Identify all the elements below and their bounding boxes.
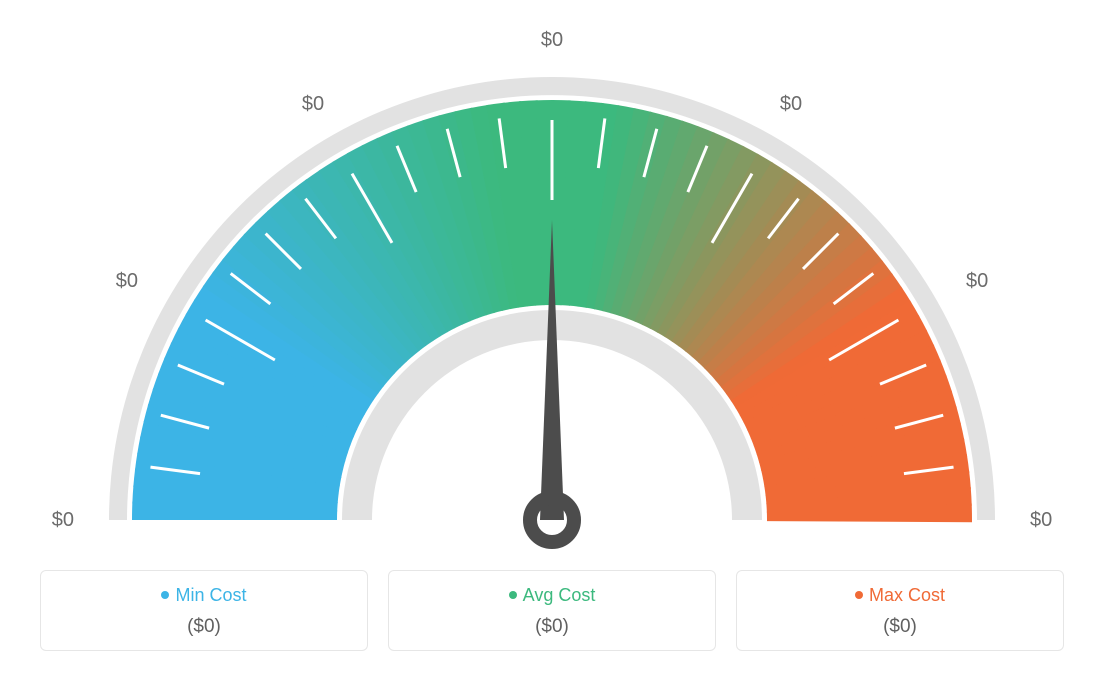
legend-value: ($0) — [745, 616, 1055, 638]
legend-dot-icon — [161, 591, 169, 599]
legend-title: Min Cost — [49, 585, 359, 606]
legend-title: Avg Cost — [397, 585, 707, 606]
legend-dot-icon — [855, 591, 863, 599]
gauge-tick-label: $0 — [116, 270, 138, 292]
legend-row: Min Cost ($0) Avg Cost ($0) Max Cost ($0) — [40, 570, 1064, 651]
legend-card: Avg Cost ($0) — [388, 570, 716, 651]
legend-card: Min Cost ($0) — [40, 570, 368, 651]
legend-title: Max Cost — [745, 585, 1055, 606]
gauge-svg: $0 $0 $0 $0 $0 $0 $0 — [0, 0, 1104, 560]
gauge-tick-label: $0 — [52, 509, 74, 531]
legend-card: Max Cost ($0) — [736, 570, 1064, 651]
gauge-tick-label: $0 — [966, 270, 988, 292]
gauge-area: $0 $0 $0 $0 $0 $0 $0 — [0, 0, 1104, 560]
gauge-tick-label: $0 — [302, 93, 324, 115]
legend-dot-icon — [509, 591, 517, 599]
legend-value: ($0) — [49, 616, 359, 638]
legend-label: Min Cost — [175, 585, 246, 605]
legend-value: ($0) — [397, 616, 707, 638]
gauge-tick-label: $0 — [541, 29, 563, 51]
gauge-tick-label: $0 — [1030, 509, 1052, 531]
legend-label: Avg Cost — [523, 585, 596, 605]
legend-label: Max Cost — [869, 585, 945, 605]
cost-gauge-chart: $0$0$0$0$0$0$0 Min Cost($0)Avg Cost($0)M… — [0, 0, 1104, 690]
gauge-tick-label: $0 — [780, 93, 802, 115]
